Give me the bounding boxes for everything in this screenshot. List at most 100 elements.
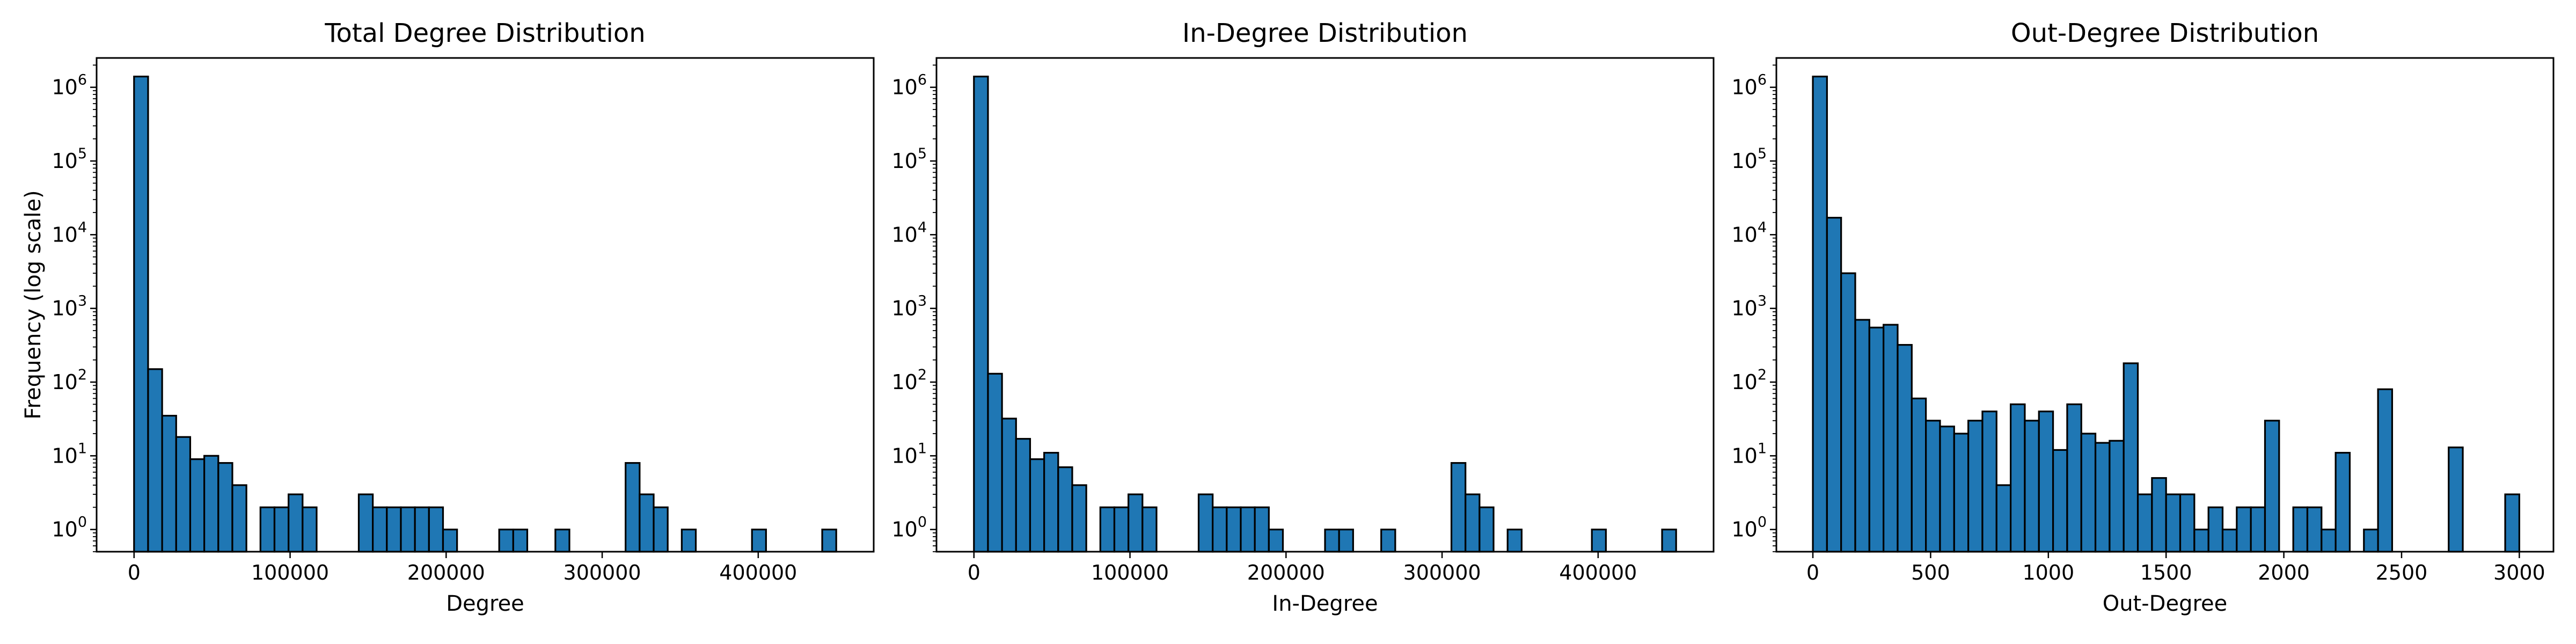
histogram-bar <box>821 529 837 553</box>
histogram-bar <box>386 506 402 553</box>
histogram-bar <box>1338 529 1354 553</box>
histogram-bar <box>1268 529 1284 553</box>
histogram-bar <box>2193 529 2209 553</box>
histogram-bar <box>639 493 655 553</box>
histogram-bar <box>973 75 989 553</box>
histogram-bar <box>1981 411 1997 553</box>
histogram-bar <box>2448 447 2464 553</box>
histogram-bar <box>1226 506 1242 553</box>
histogram-bar <box>203 455 219 553</box>
histogram-bar <box>1506 529 1523 553</box>
y-tick-label: 106 <box>52 72 87 99</box>
y-tick-label: 106 <box>1731 72 1767 99</box>
y-tick-label: 102 <box>891 367 927 394</box>
histogram-bar <box>442 529 458 553</box>
histogram-bar <box>1450 462 1467 553</box>
x-tick-label: 400000 <box>1559 561 1637 584</box>
histogram-bar <box>2052 449 2068 553</box>
histogram-bar <box>1240 506 1256 553</box>
histogram-bar <box>372 506 388 553</box>
histogram-bar <box>1141 506 1158 553</box>
histogram-bar <box>653 506 669 553</box>
histogram-bar <box>2334 452 2351 553</box>
histogram-bar <box>357 493 374 553</box>
y-tick-label: 103 <box>52 293 87 320</box>
x-axis-label: Degree <box>446 591 524 616</box>
histogram-bar <box>1939 426 1955 553</box>
histogram-bar <box>987 372 1003 553</box>
y-tick-label: 104 <box>1731 219 1767 246</box>
histogram-bar <box>2292 506 2309 553</box>
histogram-bar <box>2038 411 2054 553</box>
histogram-bar <box>1925 420 1941 553</box>
histogram-bar <box>1254 506 1270 553</box>
histogram-bar <box>2377 388 2394 553</box>
histogram-bar <box>2179 493 2196 553</box>
histogram-bar <box>1015 438 1031 553</box>
histogram-bar <box>1479 506 1495 553</box>
histogram-bar <box>751 529 767 553</box>
histogram-bar <box>2236 506 2252 553</box>
x-tick-label: 300000 <box>1403 561 1481 584</box>
histogram-bar <box>2080 433 2097 553</box>
x-tick-label: 100000 <box>251 561 329 584</box>
histogram-bar <box>680 529 697 553</box>
histogram-bar <box>1591 529 1607 553</box>
histogram-bar <box>1911 397 1927 553</box>
histogram-bar <box>1099 506 1116 553</box>
histogram-bar <box>400 506 416 553</box>
y-tick-label: 104 <box>891 219 927 246</box>
histogram-bar <box>217 462 233 553</box>
histogram-bar <box>2009 403 2026 553</box>
x-tick-label: 0 <box>128 561 141 584</box>
x-axis-label: Out-Degree <box>2103 591 2228 616</box>
y-tick-label: 102 <box>1731 367 1767 394</box>
y-tick-label: 103 <box>1731 293 1767 320</box>
chart-title: Out-Degree Distribution <box>2011 18 2319 48</box>
x-tick-label: 200000 <box>1247 561 1325 584</box>
histogram-bar <box>2151 477 2167 553</box>
histogram-bar <box>302 506 318 553</box>
histogram-bar <box>231 484 247 553</box>
histogram-bar <box>2094 442 2111 553</box>
y-tick-label: 105 <box>52 145 87 173</box>
x-tick-label: 500 <box>1911 561 1950 584</box>
histogram-bar <box>1113 506 1130 553</box>
x-tick-label: 3000 <box>2493 561 2545 584</box>
histogram-bar <box>414 506 430 553</box>
y-tick-label: 102 <box>52 367 87 394</box>
histogram-bar <box>2207 506 2224 553</box>
histogram-bar <box>1953 433 1970 553</box>
histogram-bar <box>2024 420 2040 553</box>
histogram-bar <box>554 529 570 553</box>
chart-title: In-Degree Distribution <box>1182 18 1468 48</box>
histogram-bar <box>512 529 529 553</box>
y-tick-label: 105 <box>1731 145 1767 173</box>
histogram-bar <box>2321 529 2337 553</box>
histogram-bar <box>1324 529 1340 553</box>
histogram-bar <box>189 458 206 553</box>
histogram-bar <box>2221 529 2238 553</box>
histogram-bar <box>1057 466 1073 553</box>
histogram-bar <box>625 462 641 553</box>
y-tick-label: 101 <box>1731 440 1767 467</box>
y-tick-label: 106 <box>891 72 927 99</box>
histogram-bar <box>273 506 290 553</box>
histogram-bar <box>2363 529 2379 553</box>
histogram-bar <box>175 436 192 553</box>
histogram-bar <box>2109 440 2125 553</box>
histogram-bar <box>2123 362 2139 553</box>
chart-title: Total Degree Distribution <box>324 18 645 48</box>
histogram-bar <box>2504 493 2520 553</box>
x-tick-label: 400000 <box>719 561 797 584</box>
total-degree-panel: 0 100000 200000 300000 400000 100 101 102 103 104… <box>21 18 875 616</box>
x-tick-label: 1500 <box>2140 561 2192 584</box>
histogram-bar <box>1840 272 1856 553</box>
histogram-bar <box>1897 344 1913 553</box>
histogram-bar <box>1029 458 1045 553</box>
histogram-bar <box>1380 529 1396 553</box>
histogram-bar <box>498 529 514 553</box>
histogram-bar <box>1812 75 1828 553</box>
histogram-bar <box>1043 452 1059 553</box>
